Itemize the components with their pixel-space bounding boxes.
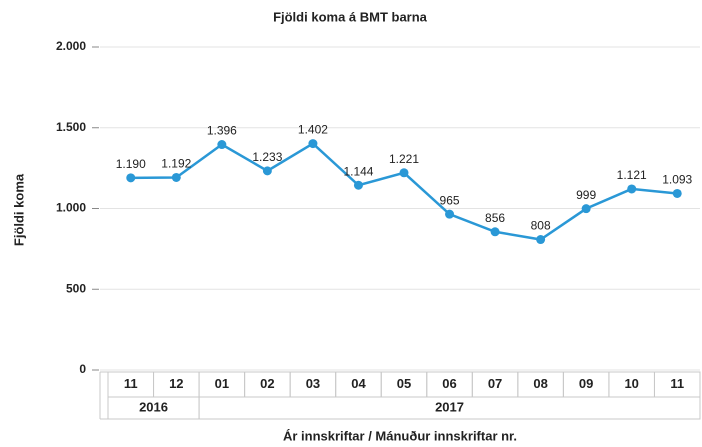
data-label: 1.402 <box>298 123 328 137</box>
data-label: 1.093 <box>662 173 692 187</box>
x-tick-label: 07 <box>488 376 502 391</box>
x-tick-label: 06 <box>442 376 456 391</box>
y-tick-label: 500 <box>66 281 86 295</box>
data-label: 999 <box>576 188 596 202</box>
data-label: 965 <box>440 193 460 207</box>
data-label: 1.396 <box>207 124 237 138</box>
x-tick-label: 11 <box>670 376 684 391</box>
data-label: 1.144 <box>343 164 373 178</box>
data-label: 808 <box>531 219 551 233</box>
x-tick-label: 11 <box>124 376 138 391</box>
x-tick-label: 10 <box>624 376 638 391</box>
x-tick-label: 02 <box>260 376 274 391</box>
y-tick-label: 1.500 <box>56 120 86 134</box>
group-label: 2016 <box>139 399 168 414</box>
data-label: 1.121 <box>617 168 647 182</box>
group-cell <box>198 396 701 420</box>
data-point <box>308 139 318 149</box>
data-point <box>672 188 682 198</box>
x-tick-label: 05 <box>397 376 411 391</box>
x-axis-label: Ár innskriftar / Mánuður innskriftar nr. <box>283 428 517 443</box>
y-tick-label: 1.000 <box>56 201 86 215</box>
data-point <box>536 235 546 245</box>
y-axis-label: Fjöldi koma <box>11 173 26 246</box>
data-point <box>445 209 455 219</box>
data-point <box>262 166 272 176</box>
data-label: 1.190 <box>116 157 146 171</box>
y-tick-label: 0 <box>79 362 86 376</box>
data-point <box>399 168 409 178</box>
data-point <box>217 140 227 150</box>
data-label: 1.221 <box>389 152 419 166</box>
x-tick-label: 04 <box>351 376 366 391</box>
data-point <box>353 180 363 190</box>
x-tick-label: 12 <box>169 376 183 391</box>
data-point <box>490 227 500 237</box>
data-label: 1.233 <box>252 150 282 164</box>
y-tick-label: 2.000 <box>56 39 86 53</box>
data-label: 856 <box>485 211 505 225</box>
x-tick-label: 03 <box>306 376 320 391</box>
x-tick-label: 09 <box>579 376 593 391</box>
data-point <box>627 184 637 194</box>
x-tick-label: 01 <box>215 376 229 391</box>
chart-title: Fjöldi koma á BMT barna <box>273 9 428 24</box>
data-point <box>126 173 136 183</box>
x-tick-label: 08 <box>533 376 547 391</box>
data-point <box>171 172 181 182</box>
group-label: 2017 <box>435 399 464 414</box>
data-point <box>581 204 591 214</box>
data-label: 1.192 <box>161 157 191 171</box>
